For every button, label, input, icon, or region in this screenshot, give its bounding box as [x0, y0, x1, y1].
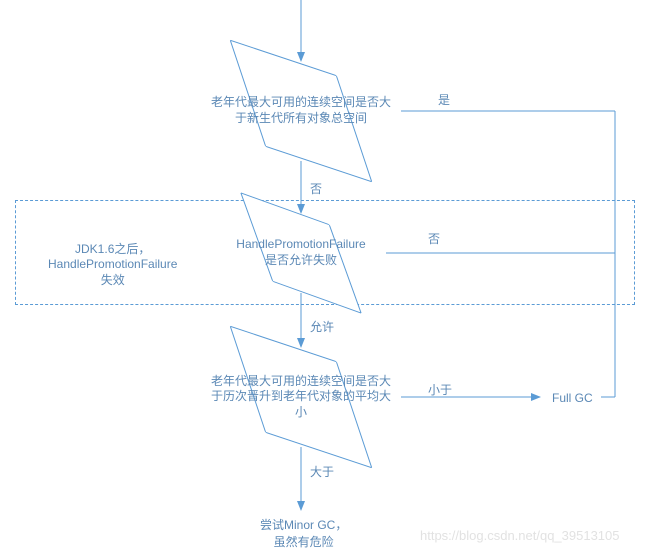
decision-d1-text: 老年代最大可用的连续空间是否大于新生代所有对象总空间: [211, 95, 391, 126]
edge-label-no-1: 否: [310, 180, 322, 197]
edge-label-allow: 允许: [310, 318, 334, 335]
edge-label-no-2: 否: [428, 230, 440, 247]
decision-d2-text: HandlePromotionFailure是否允许失败: [236, 237, 365, 268]
decision-oldgen-vs-avg-promoted: 老年代最大可用的连续空间是否大于历次晋升到老年代对象的平均大小: [201, 347, 401, 447]
watermark-text: https://blog.csdn.net/qq_39513105: [420, 528, 620, 543]
try-minor-gc-label: 尝试Minor GC，虽然有危险: [260, 516, 347, 550]
full-gc-label: Full GC: [552, 391, 593, 405]
edge-label-yes-1: 是: [438, 91, 450, 108]
decision-oldgen-vs-newgen: 老年代最大可用的连续空间是否大于新生代所有对象总空间: [201, 61, 401, 161]
edge-label-less-than: 小于: [428, 381, 452, 398]
jdk-note-text: JDK1.6之后，HandlePromotionFailure失效: [48, 240, 177, 288]
decision-d3-text: 老年代最大可用的连续空间是否大于历次晋升到老年代对象的平均大小: [211, 374, 391, 421]
decision-handle-promotion-failure: HandlePromotionFailure是否允许失败: [216, 213, 386, 293]
edge-label-greater-than: 大于: [310, 463, 334, 480]
